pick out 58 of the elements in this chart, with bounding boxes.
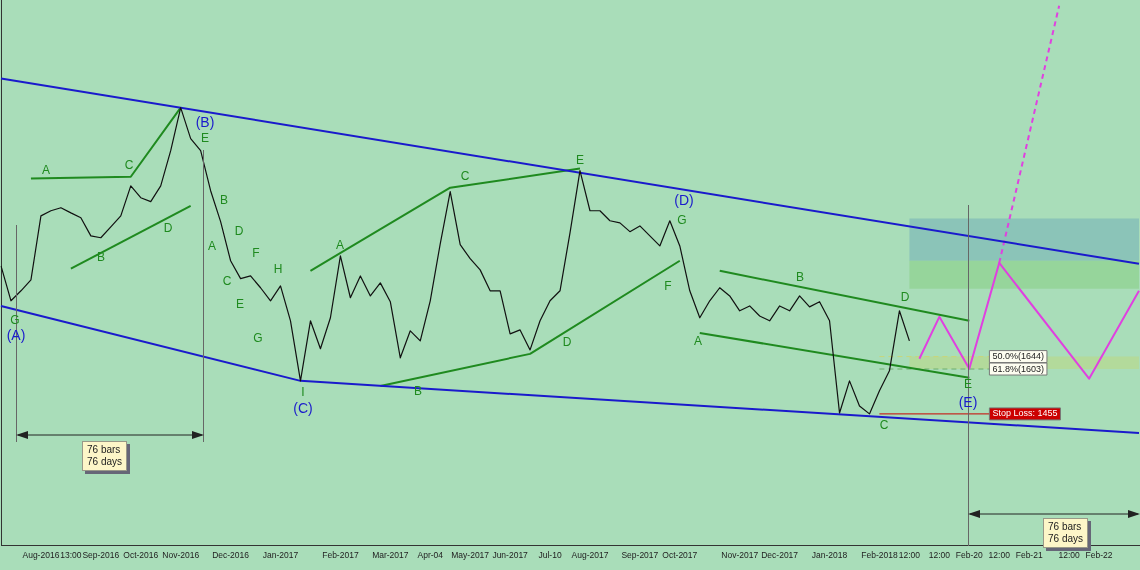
annotation: D xyxy=(900,289,910,304)
annotation: E xyxy=(235,296,245,311)
x-tick-label: Jun-2017 xyxy=(492,550,529,561)
annotation: C xyxy=(879,417,889,432)
annotation: A xyxy=(41,162,51,177)
annotation: A xyxy=(693,333,703,348)
x-tick-label: Dec-2016 xyxy=(212,550,250,561)
annotation: C xyxy=(222,273,232,288)
x-tick-label: Oct-2016 xyxy=(123,550,159,561)
annotation: B xyxy=(795,269,805,284)
x-tick-label: Dec-2017 xyxy=(761,550,799,561)
annotation: G xyxy=(253,330,263,345)
annotation: A xyxy=(335,237,345,252)
annotation: I xyxy=(301,384,305,399)
annotation: G xyxy=(677,212,687,227)
annotation: F xyxy=(252,245,260,260)
x-tick-label: Sep-2016 xyxy=(82,550,120,561)
annotation: E xyxy=(200,130,210,145)
annotation: C xyxy=(460,168,470,183)
annotation: D xyxy=(234,223,244,238)
x-tick-label: 13:00 xyxy=(60,550,82,561)
annotation: F xyxy=(664,278,672,293)
annotation: A xyxy=(207,238,217,253)
x-tick-label: Feb-22 xyxy=(1085,550,1113,561)
annotation: C xyxy=(124,157,134,172)
ref-line-label: 61.8%(1603) xyxy=(992,363,1044,374)
annotation: 76 bars 76 days xyxy=(82,441,128,471)
annotation: (D) xyxy=(674,191,694,208)
x-tick-label: Aug-2016 xyxy=(22,550,60,561)
x-tick-label: 12:00 xyxy=(1058,550,1081,561)
annotation: D xyxy=(562,334,572,349)
x-tick-label: Feb-2018 xyxy=(861,550,898,561)
annotation: H xyxy=(273,261,283,276)
x-tick-label: Nov-2017 xyxy=(721,550,759,561)
x-tick-label: Feb-20 xyxy=(955,550,984,561)
x-tick-label: Aug-2017 xyxy=(571,550,609,561)
x-tick-label: Jan-2018 xyxy=(811,550,848,561)
annotation: B xyxy=(219,192,229,207)
annotation: (C) xyxy=(293,399,313,416)
ref-line-label: Stop Loss: 1455 xyxy=(992,408,1058,419)
x-tick-label: Feb-2017 xyxy=(322,550,359,561)
annotation: E xyxy=(575,152,585,167)
annotation: 76 bars 76 days xyxy=(1043,518,1089,548)
x-tick-label: May-2017 xyxy=(451,550,490,561)
x-tick-label: Jan-2017 xyxy=(262,550,299,561)
x-tick-label: Jul-10 xyxy=(538,550,562,561)
x-tick-label: Oct-2017 xyxy=(662,550,698,561)
x-tick-label: 12:00 xyxy=(988,550,1011,561)
x-tick-label: 12:00 xyxy=(928,550,951,561)
x-tick-label: Apr-04 xyxy=(417,550,444,561)
x-tick-label: Nov-2016 xyxy=(162,550,200,561)
annotation: (B) xyxy=(195,113,215,130)
x-tick-label: Mar-2017 xyxy=(372,550,409,561)
x-tick-label: Sep-2017 xyxy=(621,550,659,561)
x-tick-label: Feb-21 xyxy=(1015,550,1043,561)
ref-line-label: 50.0%(1644) xyxy=(992,351,1044,362)
annotation: D xyxy=(163,220,173,235)
x-tick-label: 12:00 xyxy=(898,550,921,561)
